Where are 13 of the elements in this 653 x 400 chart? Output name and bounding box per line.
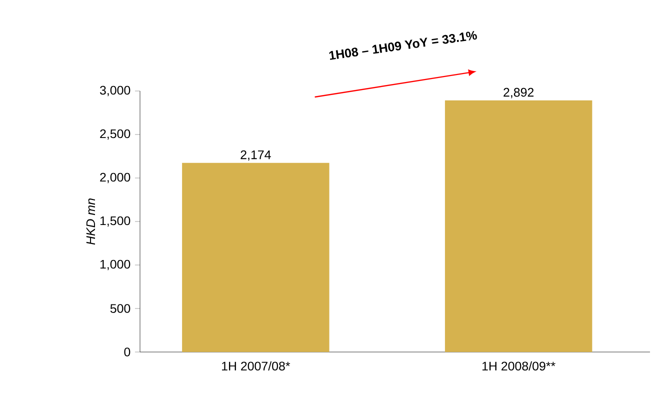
x-tick-label: 1H 2008/09** xyxy=(482,361,556,370)
y-tick-label: 2,500 xyxy=(100,129,130,140)
y-tick-label: 2,000 xyxy=(100,172,130,184)
text: 1H08 – 1H09 YoY = 33.1% xyxy=(329,30,477,60)
y-axis-title: HKD mn xyxy=(86,198,95,245)
data-label: 2,174 xyxy=(240,150,271,161)
y-tick-label: 1,000 xyxy=(100,260,130,270)
y-tick-label: 1,500 xyxy=(100,216,130,227)
data-label: 2,892 xyxy=(504,88,534,98)
y-tick-label: 3,000 xyxy=(100,86,130,96)
y-tick-label: 500 xyxy=(110,304,130,313)
x-tick-label: 1H 2007/08* xyxy=(222,361,290,370)
y-tick-label: 0 xyxy=(124,348,130,356)
